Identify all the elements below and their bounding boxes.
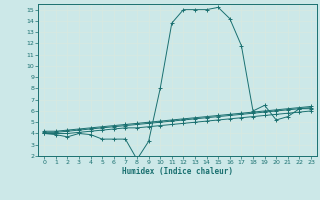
X-axis label: Humidex (Indice chaleur): Humidex (Indice chaleur) xyxy=(122,167,233,176)
